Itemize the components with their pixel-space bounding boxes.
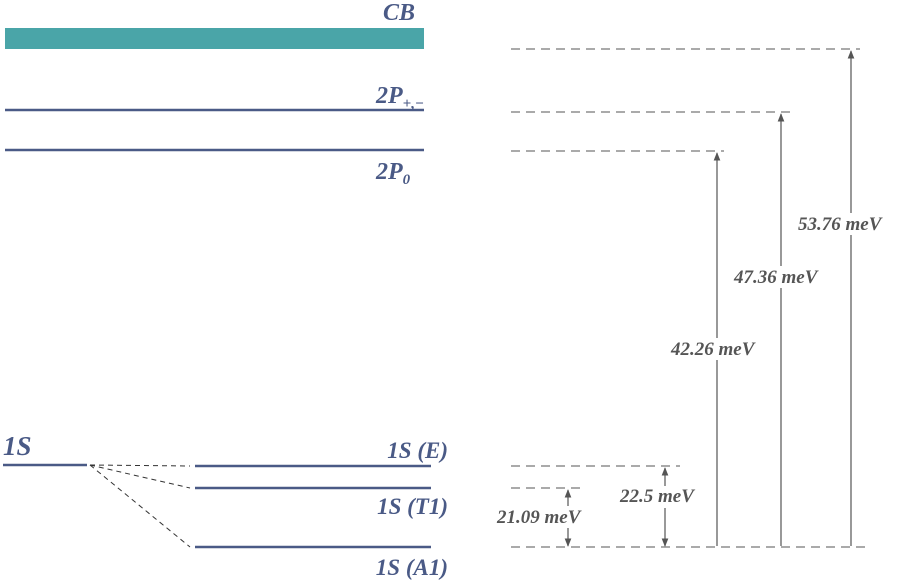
split-line-a1 [89, 464, 191, 548]
label-2p0: 2P0 [375, 159, 411, 188]
energy-label-47-36: 47.36 meV [733, 267, 819, 288]
conduction-band [5, 28, 424, 49]
split-line-t1 [89, 464, 191, 489]
energy-label-22-5: 22.5 meV [619, 486, 695, 507]
cb-label: CB [383, 0, 415, 26]
label-1s-e: 1S (E) [387, 438, 448, 463]
energy-label-53-76: 53.76 meV [798, 214, 883, 235]
split-line-e [89, 464, 191, 467]
label-1s-a1: 1S (A1) [376, 555, 448, 580]
energy-label-42-26: 42.26 meV [670, 339, 756, 360]
energy-label-21-09: 21.09 meV [496, 507, 582, 528]
label-1s-t1: 1S (T1) [377, 494, 448, 519]
label-1s: 1S [3, 431, 32, 461]
label-2p-plus-minus: 2P+,− [375, 83, 424, 112]
